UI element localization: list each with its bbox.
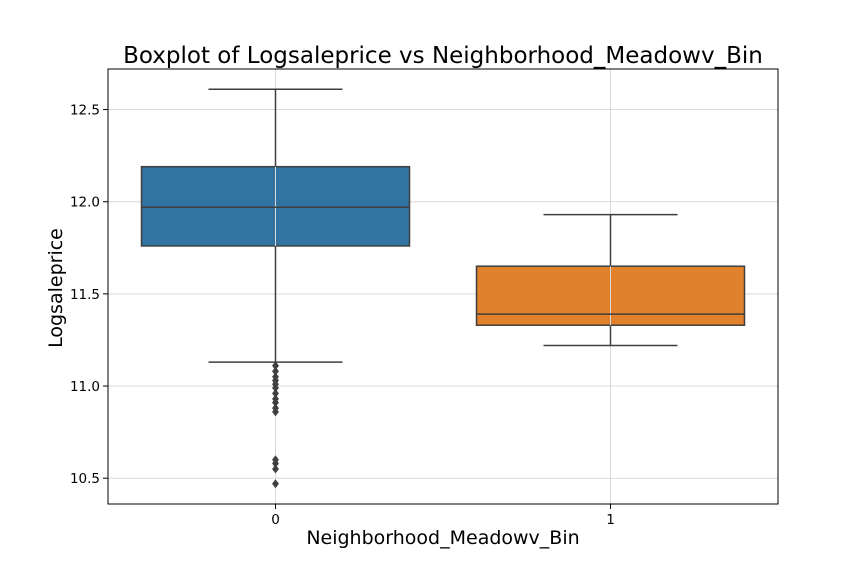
plot-frame — [107, 68, 779, 505]
y-tick-label: 12.0 — [70, 195, 100, 211]
y-tick-label: 11.0 — [70, 379, 100, 395]
y-tick-label: 10.5 — [70, 471, 100, 487]
y-axis-label: Logsaleprice — [45, 228, 67, 348]
tick-layer: 10.5 11.0 11.5 12.0 12.5 0 1 — [70, 103, 615, 528]
x-tick-label: 0 — [271, 512, 280, 528]
outlier-point — [271, 407, 280, 417]
outlier-point — [271, 464, 280, 474]
outlier-point — [271, 479, 280, 489]
x-axis-label: Neighborhood_Meadowv_Bin — [306, 527, 579, 549]
box-layer — [140, 88, 746, 489]
y-tick-label: 11.5 — [70, 287, 100, 303]
y-tick-label: 12.5 — [70, 103, 100, 119]
chart-title: Boxplot of Logsaleprice vs Neighborhood_… — [123, 43, 763, 69]
x-tick-label: 1 — [606, 512, 615, 528]
